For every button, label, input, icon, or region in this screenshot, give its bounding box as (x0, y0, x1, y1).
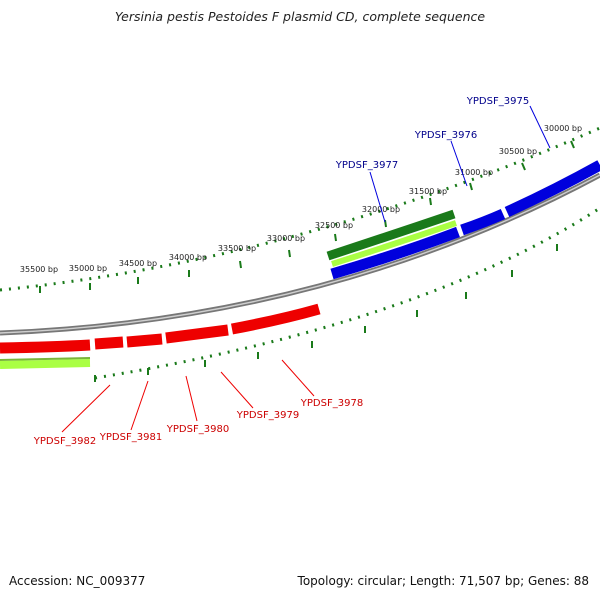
gene-label-YPDSF_3982[interactable]: YPDSF_3982 (33, 436, 96, 447)
summary-text: Topology: circular; Length: 71,507 bp; G… (297, 574, 589, 588)
gene-label-YPDSF_3980[interactable]: YPDSF_3980 (166, 424, 229, 435)
scale-label: 30500 bp (499, 147, 537, 156)
scale-label: 35000 bp (69, 264, 107, 273)
gene-label-YPDSF_3981[interactable]: YPDSF_3981 (99, 432, 162, 443)
gene-YPDSF_3978[interactable] (230, 303, 321, 335)
outer-major-ticks (39, 140, 575, 293)
gene-YPDSF_3976[interactable] (460, 208, 506, 236)
inner-tick-ring (94, 206, 600, 380)
scale-label: 33000 bp (267, 234, 305, 243)
backbone-inner (0, 174, 600, 334)
scale-label: 32500 bp (315, 221, 353, 230)
scale-label: 33500 bp (218, 244, 256, 253)
scale-label: 35500 bp (20, 265, 58, 274)
gene-YPDSF_3975[interactable] (504, 160, 600, 217)
gene-label-YPDSF_3978[interactable]: YPDSF_3978 (300, 398, 363, 409)
gene-YPDSF_3979[interactable] (165, 324, 229, 344)
scale-label: 30000 bp (544, 124, 582, 133)
scale-label: 31000 bp (455, 168, 493, 177)
gene-YPDSF_3980[interactable] (126, 333, 163, 348)
gene-label-YPDSF_3975[interactable]: YPDSF_3975 (466, 96, 529, 107)
scale-label: 31500 bp (409, 187, 447, 196)
outer-tick-ring (0, 126, 600, 292)
scale-label: 34000 bp (169, 253, 207, 262)
map-title: Yersinia pestis Pestoides F plasmid CD, … (114, 9, 486, 24)
inner-major-ticks (94, 244, 558, 382)
reverse-leaders (61, 359, 315, 433)
gene-YPDSF_3977[interactable] (330, 226, 460, 280)
forward-leaders (369, 105, 551, 223)
gene-label-YPDSF_3976[interactable]: YPDSF_3976 (414, 130, 477, 141)
gene-YPDSF_3981[interactable] (94, 336, 124, 350)
accession-text: Accession: NC_009377 (9, 574, 146, 588)
gene-YPDSF_3982[interactable] (0, 339, 91, 354)
gene-label-YPDSF_3979[interactable]: YPDSF_3979 (236, 410, 299, 421)
forward-feature-dark (326, 209, 456, 261)
gene-label-YPDSF_3977[interactable]: YPDSF_3977 (335, 160, 398, 171)
forward-feature-light (331, 220, 457, 267)
scale-label: 34500 bp (119, 259, 157, 268)
reverse-feature (0, 359, 91, 369)
reverse-feature-edge (0, 357, 91, 361)
